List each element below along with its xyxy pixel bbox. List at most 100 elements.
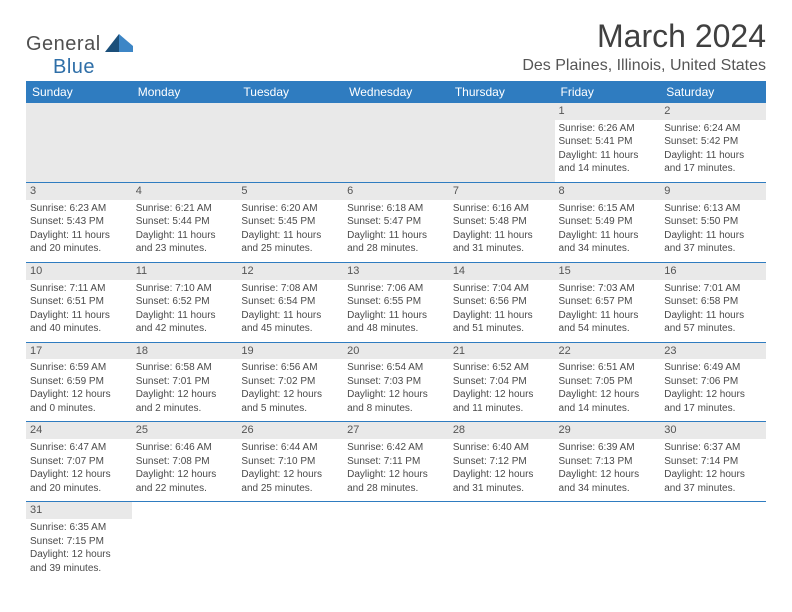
calendar-day-cell: 28Sunrise: 6:40 AMSunset: 7:12 PMDayligh…	[449, 422, 555, 502]
day-number: 25	[132, 422, 238, 439]
sunrise-line: Sunrise: 6:16 AM	[453, 202, 551, 216]
calendar-week-row: 31Sunrise: 6:35 AMSunset: 7:15 PMDayligh…	[26, 502, 766, 581]
day-number: 10	[26, 263, 132, 280]
dow-mon: Monday	[132, 81, 238, 103]
calendar-body: 1Sunrise: 6:26 AMSunset: 5:41 PMDaylight…	[26, 103, 766, 581]
daylight-line: Daylight: 12 hours and 39 minutes.	[30, 548, 128, 575]
location-subtitle: Des Plaines, Illinois, United States	[522, 57, 766, 75]
sunrise-line: Sunrise: 6:58 AM	[136, 361, 234, 375]
sunset-line: Sunset: 5:50 PM	[664, 215, 762, 229]
calendar-day-cell: 16Sunrise: 7:01 AMSunset: 6:58 PMDayligh…	[660, 262, 766, 342]
daylight-line: Daylight: 12 hours and 25 minutes.	[241, 468, 339, 495]
sunset-line: Sunset: 7:03 PM	[347, 375, 445, 389]
sunrise-line: Sunrise: 7:11 AM	[30, 282, 128, 296]
sunset-line: Sunset: 5:48 PM	[453, 215, 551, 229]
sunrise-line: Sunrise: 7:06 AM	[347, 282, 445, 296]
sunset-line: Sunset: 6:54 PM	[241, 295, 339, 309]
daylight-line: Daylight: 11 hours and 37 minutes.	[664, 229, 762, 256]
daylight-line: Daylight: 12 hours and 5 minutes.	[241, 388, 339, 415]
daylight-line: Daylight: 11 hours and 17 minutes.	[664, 149, 762, 176]
sunrise-line: Sunrise: 6:54 AM	[347, 361, 445, 375]
calendar-day-cell: 31Sunrise: 6:35 AMSunset: 7:15 PMDayligh…	[26, 502, 132, 581]
sunrise-line: Sunrise: 7:03 AM	[559, 282, 657, 296]
logo-text-blue: Blue	[53, 56, 95, 78]
sunset-line: Sunset: 5:41 PM	[559, 135, 657, 149]
calendar-day-cell	[660, 502, 766, 581]
daylight-line: Daylight: 11 hours and 31 minutes.	[453, 229, 551, 256]
day-number: 1	[555, 103, 661, 120]
calendar-day-cell	[237, 103, 343, 182]
day-number: 17	[26, 343, 132, 360]
calendar-day-cell: 5Sunrise: 6:20 AMSunset: 5:45 PMDaylight…	[237, 182, 343, 262]
day-number: 3	[26, 183, 132, 200]
day-of-week-row: Sunday Monday Tuesday Wednesday Thursday…	[26, 81, 766, 103]
day-number: 16	[660, 263, 766, 280]
sunset-line: Sunset: 7:05 PM	[559, 375, 657, 389]
brand-logo: General	[26, 32, 135, 57]
calendar-day-cell: 21Sunrise: 6:52 AMSunset: 7:04 PMDayligh…	[449, 342, 555, 422]
sunset-line: Sunset: 7:13 PM	[559, 455, 657, 469]
sunset-line: Sunset: 5:43 PM	[30, 215, 128, 229]
sunrise-line: Sunrise: 6:39 AM	[559, 441, 657, 455]
calendar-day-cell: 4Sunrise: 6:21 AMSunset: 5:44 PMDaylight…	[132, 182, 238, 262]
logo-text-blue-wrap: Blue	[53, 56, 95, 79]
sunset-line: Sunset: 5:45 PM	[241, 215, 339, 229]
header: General March 2024 Des Plaines, Illinois…	[26, 18, 766, 75]
daylight-line: Daylight: 12 hours and 20 minutes.	[30, 468, 128, 495]
sunrise-line: Sunrise: 7:01 AM	[664, 282, 762, 296]
sunset-line: Sunset: 7:08 PM	[136, 455, 234, 469]
sunset-line: Sunset: 6:56 PM	[453, 295, 551, 309]
sunset-line: Sunset: 7:15 PM	[30, 535, 128, 549]
sunrise-line: Sunrise: 6:13 AM	[664, 202, 762, 216]
calendar-day-cell	[132, 502, 238, 581]
calendar-day-cell	[26, 103, 132, 182]
calendar-day-cell: 8Sunrise: 6:15 AMSunset: 5:49 PMDaylight…	[555, 182, 661, 262]
day-number: 5	[237, 183, 343, 200]
calendar-day-cell: 27Sunrise: 6:42 AMSunset: 7:11 PMDayligh…	[343, 422, 449, 502]
calendar-day-cell: 10Sunrise: 7:11 AMSunset: 6:51 PMDayligh…	[26, 262, 132, 342]
sunrise-line: Sunrise: 6:42 AM	[347, 441, 445, 455]
calendar-day-cell: 12Sunrise: 7:08 AMSunset: 6:54 PMDayligh…	[237, 262, 343, 342]
dow-thu: Thursday	[449, 81, 555, 103]
daylight-line: Daylight: 11 hours and 57 minutes.	[664, 309, 762, 336]
day-number: 29	[555, 422, 661, 439]
calendar-day-cell: 6Sunrise: 6:18 AMSunset: 5:47 PMDaylight…	[343, 182, 449, 262]
calendar-day-cell: 17Sunrise: 6:59 AMSunset: 6:59 PMDayligh…	[26, 342, 132, 422]
sunset-line: Sunset: 5:47 PM	[347, 215, 445, 229]
calendar-week-row: 1Sunrise: 6:26 AMSunset: 5:41 PMDaylight…	[26, 103, 766, 182]
dow-sun: Sunday	[26, 81, 132, 103]
daylight-line: Daylight: 11 hours and 54 minutes.	[559, 309, 657, 336]
day-number: 27	[343, 422, 449, 439]
daylight-line: Daylight: 11 hours and 23 minutes.	[136, 229, 234, 256]
sunrise-line: Sunrise: 6:51 AM	[559, 361, 657, 375]
sunrise-line: Sunrise: 6:23 AM	[30, 202, 128, 216]
sunset-line: Sunset: 6:57 PM	[559, 295, 657, 309]
day-number: 26	[237, 422, 343, 439]
daylight-line: Daylight: 11 hours and 45 minutes.	[241, 309, 339, 336]
sunrise-line: Sunrise: 6:56 AM	[241, 361, 339, 375]
sunrise-line: Sunrise: 6:46 AM	[136, 441, 234, 455]
daylight-line: Daylight: 11 hours and 51 minutes.	[453, 309, 551, 336]
dow-sat: Saturday	[660, 81, 766, 103]
day-number: 11	[132, 263, 238, 280]
logo-text-general: General	[26, 33, 101, 56]
calendar-table: Sunday Monday Tuesday Wednesday Thursday…	[26, 81, 766, 581]
calendar-day-cell: 30Sunrise: 6:37 AMSunset: 7:14 PMDayligh…	[660, 422, 766, 502]
day-number: 21	[449, 343, 555, 360]
daylight-line: Daylight: 12 hours and 34 minutes.	[559, 468, 657, 495]
sunset-line: Sunset: 7:06 PM	[664, 375, 762, 389]
calendar-day-cell: 13Sunrise: 7:06 AMSunset: 6:55 PMDayligh…	[343, 262, 449, 342]
calendar-day-cell: 22Sunrise: 6:51 AMSunset: 7:05 PMDayligh…	[555, 342, 661, 422]
daylight-line: Daylight: 11 hours and 34 minutes.	[559, 229, 657, 256]
calendar-day-cell: 20Sunrise: 6:54 AMSunset: 7:03 PMDayligh…	[343, 342, 449, 422]
calendar-week-row: 24Sunrise: 6:47 AMSunset: 7:07 PMDayligh…	[26, 422, 766, 502]
sunset-line: Sunset: 6:59 PM	[30, 375, 128, 389]
day-number: 2	[660, 103, 766, 120]
logo-mark-icon	[105, 32, 133, 57]
sunrise-line: Sunrise: 6:37 AM	[664, 441, 762, 455]
dow-tue: Tuesday	[237, 81, 343, 103]
day-number: 31	[26, 502, 132, 519]
calendar-week-row: 17Sunrise: 6:59 AMSunset: 6:59 PMDayligh…	[26, 342, 766, 422]
calendar-day-cell: 26Sunrise: 6:44 AMSunset: 7:10 PMDayligh…	[237, 422, 343, 502]
calendar-day-cell	[343, 103, 449, 182]
